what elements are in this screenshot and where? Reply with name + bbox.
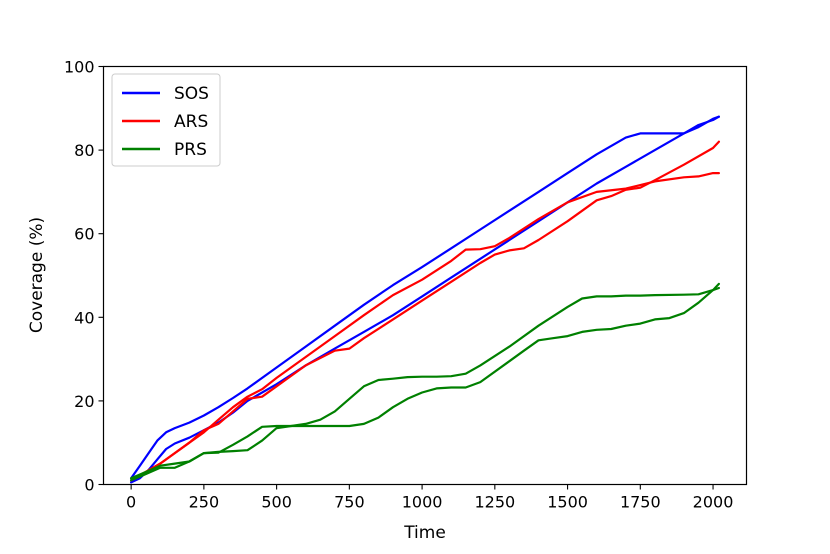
x-tick-label: 250	[189, 493, 220, 512]
series-ars	[130, 140, 721, 482]
legend-label-sos: SOS	[174, 84, 209, 104]
x-tick-label: 2000	[693, 493, 734, 512]
y-axis-ticks: 0 20 40 60 80 100	[64, 58, 104, 495]
x-tick-label: 1500	[547, 493, 588, 512]
y-tick-label: 80	[74, 141, 94, 160]
y-tick-label: 100	[64, 58, 95, 77]
legend-items: SOS ARS PRS	[122, 84, 209, 160]
series-prs-line-2	[130, 282, 721, 482]
y-tick-label: 60	[74, 225, 94, 244]
series-layer	[130, 115, 721, 484]
legend-label-ars: ARS	[174, 112, 208, 132]
x-axis-label: Time	[403, 523, 446, 543]
x-tick-label: 500	[261, 493, 292, 512]
series-prs	[130, 282, 721, 482]
series-sos-line-1	[130, 115, 721, 480]
x-tick-label: 1750	[620, 493, 661, 512]
x-tick-label: 0	[126, 493, 136, 512]
y-tick-label: 20	[74, 392, 94, 411]
series-ars-line-1	[130, 172, 721, 482]
series-sos	[130, 115, 721, 484]
y-tick-label: 40	[74, 308, 94, 327]
legend: SOS ARS PRS	[111, 73, 221, 167]
legend-box	[111, 73, 221, 167]
x-tick-label: 1250	[474, 493, 515, 512]
plot-area: 0 250 500 750 1000 1250 1500 1750 2000 0 20 40 60 80…	[64, 58, 748, 512]
y-tick-label: 0	[84, 476, 94, 495]
legend-label-prs: PRS	[174, 140, 207, 160]
series-prs-line-1	[130, 286, 721, 480]
y-axis-label: Coverage (%)	[27, 217, 47, 333]
series-sos-line-2	[130, 115, 721, 484]
x-tick-label: 750	[334, 493, 365, 512]
x-axis-ticks: 0 250 500 750 1000 1250 1500 1750 2000	[126, 484, 734, 512]
x-tick-label: 1000	[402, 493, 443, 512]
series-ars-line-2	[130, 140, 721, 482]
plot-frame	[102, 65, 748, 486]
